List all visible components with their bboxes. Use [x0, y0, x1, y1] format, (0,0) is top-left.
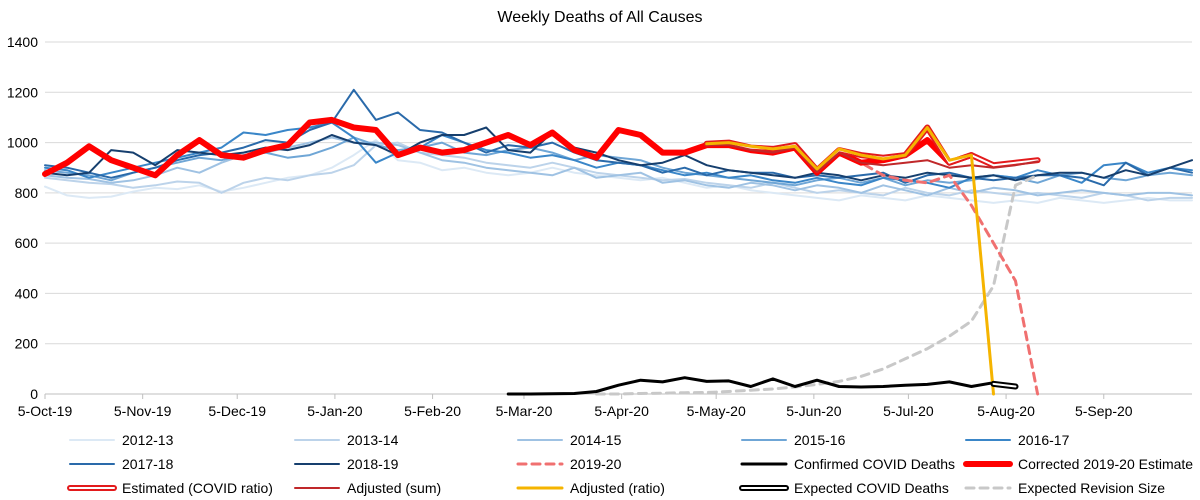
series-line-2017-18 — [44, 88, 1193, 187]
y-tick-label-1400: 1400 — [7, 34, 38, 50]
legend-item-2014-15: 2014-15 — [517, 432, 622, 448]
series-line-2018-19 — [44, 126, 1193, 182]
legend-label-estimated-covid-ratio: Estimated (COVID ratio) — [122, 480, 273, 496]
x-tick-label-5-feb-20: 5-Feb-20 — [404, 403, 461, 419]
legend-item-2018-19: 2018-19 — [294, 456, 399, 472]
legend-label-adjusted-sum: Adjusted (sum) — [347, 480, 441, 496]
series-line-2014-15 — [44, 136, 1193, 197]
legend-label-2015-16: 2015-16 — [794, 432, 846, 448]
series-2018-19 — [44, 126, 1193, 182]
x-tick-label-5-nov-19: 5-Nov-19 — [114, 403, 172, 419]
legend-label-confirmed-covid-deaths: Confirmed COVID Deaths — [794, 456, 955, 472]
y-tick-label-0: 0 — [30, 386, 38, 402]
axis-layer: 0 200 400 600 800 1000 1200 1400 5-Oct-19 5-Nov-1… — [7, 34, 1192, 419]
legend-item-expected-covid-deaths: Expected COVID Deaths — [739, 480, 949, 496]
legend-item-2019-20: 2019-20 — [516, 456, 622, 472]
series-expected-revision-size — [594, 173, 1040, 396]
legend-item-estimated-covid-ratio: Estimated (COVID ratio) — [67, 480, 273, 496]
legend-label-2014-15: 2014-15 — [570, 432, 622, 448]
legend-item-adjusted-ratio: Adjusted (ratio) — [516, 480, 665, 496]
legend-label-corrected-2019-20-estimate: Corrected 2019-20 Estimate — [1018, 456, 1193, 472]
legend-item-2013-14: 2013-14 — [294, 432, 399, 448]
legend-label-2019-20: 2019-20 — [570, 456, 622, 472]
x-tick-label-5-may-20: 5-May-20 — [687, 403, 746, 419]
legend-item-expected-revision-size: Expected Revision Size — [964, 480, 1165, 496]
series-line-expected-revision-size — [594, 173, 1040, 396]
legend-label-expected-revision-size: Expected Revision Size — [1018, 480, 1165, 496]
series-line-corrected-2019-20-estimate — [42, 116, 975, 179]
legend-item-adjusted-sum: Adjusted (sum) — [294, 480, 441, 496]
y-tick-label-800: 800 — [15, 185, 39, 201]
x-tick-label-5-aug-20: 5-Aug-20 — [977, 403, 1035, 419]
series-adjusted-sum — [705, 144, 1039, 173]
x-tick-label-5-apr-20: 5-Apr-20 — [594, 403, 649, 419]
legend-label-2017-18: 2017-18 — [122, 456, 174, 472]
y-tick-label-400: 400 — [15, 285, 39, 301]
y-tick-label-1200: 1200 — [7, 84, 38, 100]
series-2014-15 — [44, 136, 1193, 197]
legend-label-adjusted-ratio: Adjusted (ratio) — [570, 480, 665, 496]
y-tick-label-1000: 1000 — [7, 135, 38, 151]
series-2017-18 — [44, 88, 1193, 187]
legend: 2012-13 2013-14 2014-15 2015-16 2016-17 2017-… — [67, 432, 1193, 496]
x-tick-label-5-jan-20: 5-Jan-20 — [307, 403, 362, 419]
chart-title: Weekly Deaths of All Causes — [497, 9, 702, 26]
series-expected-covid-deaths — [990, 380, 1019, 390]
legend-label-2016-17: 2016-17 — [1018, 432, 1070, 448]
legend-label-2018-19: 2018-19 — [347, 456, 399, 472]
x-tick-label-5-mar-20: 5-Mar-20 — [496, 403, 553, 419]
series-2012-13 — [44, 139, 1193, 204]
legend-item-corrected-2019-20-estimate: Corrected 2019-20 Estimate — [963, 456, 1193, 472]
series-corrected-2019-20-estimate — [42, 116, 975, 179]
series-adjusted-ratio — [705, 126, 995, 396]
series-line-adjusted-sum — [705, 144, 1039, 173]
legend-item-2016-17: 2016-17 — [965, 432, 1070, 448]
legend-label-2012-13: 2012-13 — [122, 432, 174, 448]
legend-item-2015-16: 2015-16 — [741, 432, 846, 448]
legend-label-expected-covid-deaths: Expected COVID Deaths — [794, 480, 949, 496]
series-line-confirmed-covid-deaths — [506, 376, 995, 396]
series-confirmed-covid-deaths — [506, 376, 995, 396]
legend-item-2012-13: 2012-13 — [69, 432, 174, 448]
series-line-2012-13 — [44, 139, 1193, 204]
legend-item-confirmed-covid-deaths: Confirmed COVID Deaths — [740, 456, 955, 472]
x-tick-label-5-sep-20: 5-Sep-20 — [1075, 403, 1133, 419]
grid-layer — [45, 41, 1192, 345]
x-tick-label-5-jun-20: 5-Jun-20 — [786, 403, 841, 419]
x-tick-label-5-jul-20: 5-Jul-20 — [883, 403, 934, 419]
legend-item-2017-18: 2017-18 — [69, 456, 174, 472]
x-tick-label-5-oct-19: 5-Oct-19 — [18, 403, 73, 419]
x-tick-label-5-dec-19: 5-Dec-19 — [208, 403, 266, 419]
y-tick-label-200: 200 — [15, 336, 39, 352]
series-line-expected-covid-deaths-inner — [992, 382, 1017, 388]
series-line-adjusted-ratio — [705, 126, 995, 396]
series-layer — [42, 88, 1193, 396]
legend-label-2013-14: 2013-14 — [347, 432, 399, 448]
y-tick-label-600: 600 — [15, 235, 39, 251]
